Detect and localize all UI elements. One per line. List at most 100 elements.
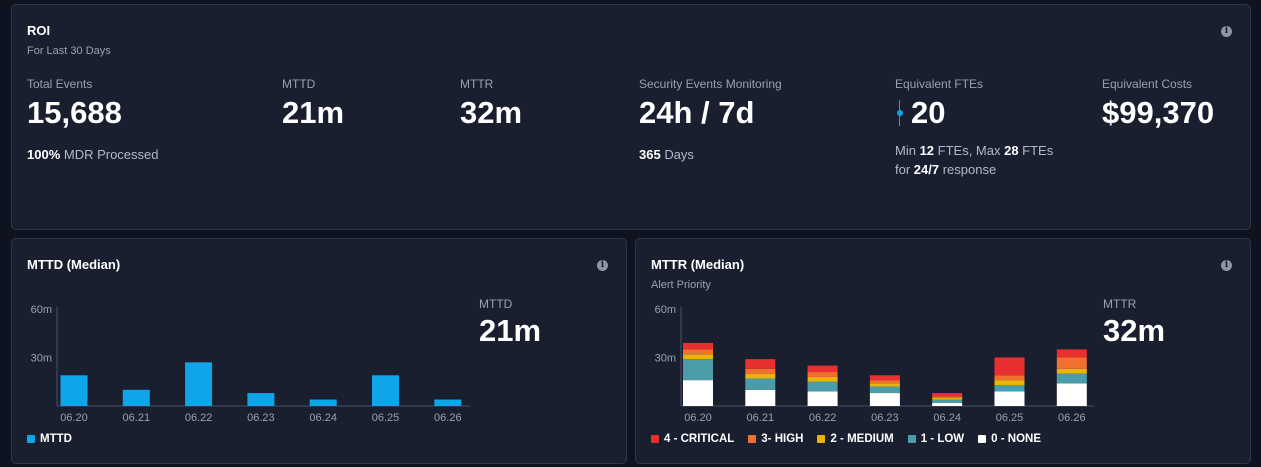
bar-group[interactable] <box>1056 349 1087 406</box>
bar-segment-mttd[interactable] <box>185 362 213 406</box>
bar-segment-3-high[interactable] <box>745 368 776 374</box>
y-tick-label: 30m <box>655 353 676 365</box>
legend-label: 1 - LOW <box>920 433 965 445</box>
legend-item-4-critical[interactable]: 4 - CRITICAL <box>651 433 734 445</box>
y-tick-label: 30m <box>31 353 52 365</box>
bar-segment-4-critical[interactable] <box>1056 349 1087 358</box>
legend-swatch <box>978 435 987 443</box>
bar-segment-0-none[interactable] <box>994 391 1025 406</box>
bar-segment-3-high[interactable] <box>932 396 963 398</box>
bar-segment-2-medium[interactable] <box>683 354 713 360</box>
bar-segment-1-low[interactable] <box>683 359 713 381</box>
bar-segment-1-low[interactable] <box>807 381 838 392</box>
bar-segment-0-none[interactable] <box>932 402 963 406</box>
bar-segment-0-none[interactable] <box>1056 383 1087 406</box>
ftes-metric: Equivalent FTEs 20 Min 12 FTEs, Max 28 F… <box>895 77 1053 179</box>
x-tick-label: 06.25 <box>996 412 1024 424</box>
x-tick-label: 06.23 <box>247 412 275 424</box>
ftes-value-row: 20 <box>895 95 1053 131</box>
legend-swatch <box>651 435 659 443</box>
mttd-label: MTTD <box>282 77 316 91</box>
bar-segment-1-low[interactable] <box>745 378 776 390</box>
bar-segment-2-medium[interactable] <box>932 397 963 400</box>
mttr-value: 32m <box>460 95 523 130</box>
bar-segment-1-low[interactable] <box>994 384 1025 392</box>
bar-segment-1-low[interactable] <box>932 399 963 403</box>
info-icon[interactable]: i <box>1221 260 1232 271</box>
bar-group[interactable] <box>372 375 399 406</box>
bar-group[interactable] <box>869 375 900 406</box>
bar-segment-4-critical[interactable] <box>932 393 963 397</box>
bar-segment-3-high[interactable] <box>1056 357 1087 369</box>
bar-group[interactable] <box>745 359 776 406</box>
x-tick-label: 06.24 <box>309 412 337 424</box>
costs-label: Equivalent Costs <box>1102 77 1193 91</box>
fte-range-marker-icon <box>895 98 905 128</box>
monitoring-metric: Security Events Monitoring 24h / 7d 365 … <box>639 77 782 164</box>
x-tick-label: 06.24 <box>933 412 961 424</box>
costs-value: $99,370 <box>1102 95 1215 130</box>
bar-segment-mttd[interactable] <box>247 393 275 406</box>
mttd-legend: MTTD <box>27 433 86 445</box>
roi-panel: ROI For Last 30 Days i Total Events 15,6… <box>11 4 1251 230</box>
bar-group[interactable] <box>932 393 963 406</box>
bar-segment-2-medium[interactable] <box>745 373 776 379</box>
bar-segment-3-high[interactable] <box>994 375 1025 381</box>
info-icon[interactable]: i <box>1221 26 1232 37</box>
x-tick-label: 06.22 <box>809 412 837 424</box>
bar-segment-2-medium[interactable] <box>807 376 838 382</box>
legend-label: 2 - MEDIUM <box>830 433 894 445</box>
bar-segment-4-critical[interactable] <box>683 342 713 350</box>
bar-segment-2-medium[interactable] <box>869 383 900 387</box>
bar-group[interactable] <box>185 362 213 406</box>
ftes-min-pre: Min <box>895 143 920 158</box>
mttd-value: 21m <box>282 95 345 130</box>
bar-segment-0-none[interactable] <box>807 391 838 406</box>
bar-group[interactable] <box>994 357 1025 407</box>
bar-segment-2-medium[interactable] <box>994 380 1025 385</box>
legend-item-3-high[interactable]: 3- HIGH <box>748 433 803 445</box>
bar-group[interactable] <box>807 365 838 406</box>
bar-segment-mttd[interactable] <box>309 399 337 406</box>
bar-group[interactable] <box>683 342 713 406</box>
bar-segment-3-high[interactable] <box>869 380 900 384</box>
bar-segment-4-critical[interactable] <box>994 357 1025 376</box>
bar-segment-1-low[interactable] <box>1056 373 1087 384</box>
x-tick-label: 06.25 <box>372 412 400 424</box>
bar-segment-4-critical[interactable] <box>807 365 838 373</box>
x-tick-label: 06.20 <box>60 412 88 424</box>
bar-segment-2-medium[interactable] <box>1056 368 1087 374</box>
x-tick-label: 06.26 <box>434 412 462 424</box>
bar-group[interactable] <box>309 399 337 406</box>
ftes-max-post: FTEs <box>1018 143 1054 158</box>
legend-item-1-low[interactable]: 1 - LOW <box>907 433 965 445</box>
bar-segment-mttd[interactable] <box>60 375 88 406</box>
bar-segment-4-critical[interactable] <box>869 375 900 381</box>
bar-segment-3-high[interactable] <box>683 349 713 355</box>
mttd-side-value: 21m <box>479 313 542 348</box>
bar-segment-3-high[interactable] <box>807 372 838 377</box>
bar-segment-mttd[interactable] <box>372 375 399 406</box>
legend-item-0-none[interactable]: 0 - NONE <box>978 433 1041 445</box>
legend-item-2-medium[interactable]: 2 - MEDIUM <box>817 433 894 445</box>
bar-group[interactable] <box>122 389 150 406</box>
info-icon[interactable]: i <box>597 260 608 271</box>
legend-item-mttd[interactable]: MTTD <box>27 433 72 445</box>
bar-segment-0-none[interactable] <box>683 380 713 406</box>
bar-segment-1-low[interactable] <box>869 386 900 394</box>
ftes-min: 12 <box>919 143 935 158</box>
bar-segment-mttd[interactable] <box>434 399 462 406</box>
bar-group[interactable] <box>247 393 275 406</box>
bar-group[interactable] <box>60 375 88 406</box>
x-tick-label: 06.26 <box>1058 412 1086 424</box>
ftes-line2-bold: 24/7 <box>913 162 940 177</box>
bar-segment-0-none[interactable] <box>745 389 776 406</box>
mttd-metric: MTTD 21m <box>282 77 344 131</box>
legend-label: 4 - CRITICAL <box>664 433 735 445</box>
bar-group[interactable] <box>434 399 462 406</box>
bar-segment-4-critical[interactable] <box>745 359 776 369</box>
mttr-side-value: 32m <box>1103 313 1166 348</box>
bar-segment-0-none[interactable] <box>869 393 900 406</box>
bar-segment-mttd[interactable] <box>122 389 150 406</box>
legend-label: 3- HIGH <box>761 433 804 445</box>
